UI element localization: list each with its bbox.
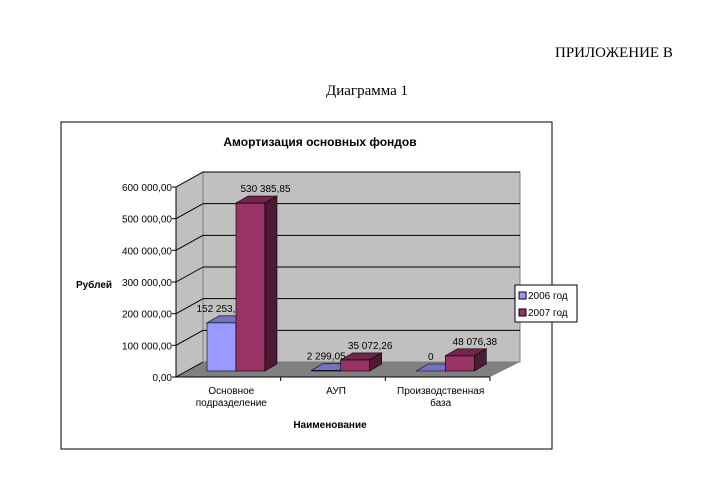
y-tick-label: 0,00 [153, 373, 173, 384]
bar-front [206, 322, 237, 372]
x-tick-label: Производственная [397, 386, 484, 397]
bar-front [235, 202, 266, 372]
bar-front [445, 355, 475, 372]
side-gridline [175, 234, 204, 251]
bar-front [340, 359, 370, 372]
legend-label-2007: 2007 год [528, 308, 568, 319]
y-tick-label: 300 000,00 [122, 278, 172, 289]
x-axis-label: Наименование [293, 420, 367, 431]
y-axis-label: Рублей [76, 279, 112, 291]
x-tick-label: база [430, 397, 452, 409]
side-gridline [175, 203, 204, 220]
legend-label-2006: 2006 год [528, 291, 568, 302]
data-label: 152 253,00 [196, 304, 246, 315]
y-tick-label: 100 000,00 [122, 341, 172, 352]
side-gridline [175, 361, 204, 378]
diagram-label: Диаграмма 1 [326, 83, 409, 99]
side-gridline [175, 171, 204, 188]
y-tick-label: 500 000,00 [122, 215, 172, 226]
side-gridline [175, 298, 204, 315]
appendix-label: ПРИЛОЖЕНИЕ В [555, 45, 673, 61]
legend-swatch-2006 [518, 291, 527, 300]
side-gridline [175, 329, 204, 346]
data-label: 0 [428, 352, 434, 363]
data-label: 530 385,85 [240, 184, 290, 195]
bar-side [474, 348, 487, 372]
data-label: 35 072,26 [348, 341, 393, 352]
x-tick-label: подразделение [196, 398, 268, 409]
legend-swatch-2007 [518, 308, 527, 317]
bar-side [369, 352, 382, 372]
y-tick-label: 200 000,00 [122, 310, 172, 321]
chart-title: Амортизация основных фондов [223, 135, 416, 149]
legend: 2006 год 2007 год [514, 284, 578, 323]
y-tick-label: 400 000,00 [122, 246, 172, 257]
bar-side [264, 195, 278, 372]
data-label: 48 076,38 [453, 337, 498, 348]
data-label: 2 299,05 [307, 351, 346, 362]
side-gridline [175, 266, 204, 283]
y-tick-label: 600 000,00 [122, 183, 172, 194]
x-tick-label: Основное [208, 386, 254, 397]
x-tick-label: АУП [326, 386, 346, 397]
